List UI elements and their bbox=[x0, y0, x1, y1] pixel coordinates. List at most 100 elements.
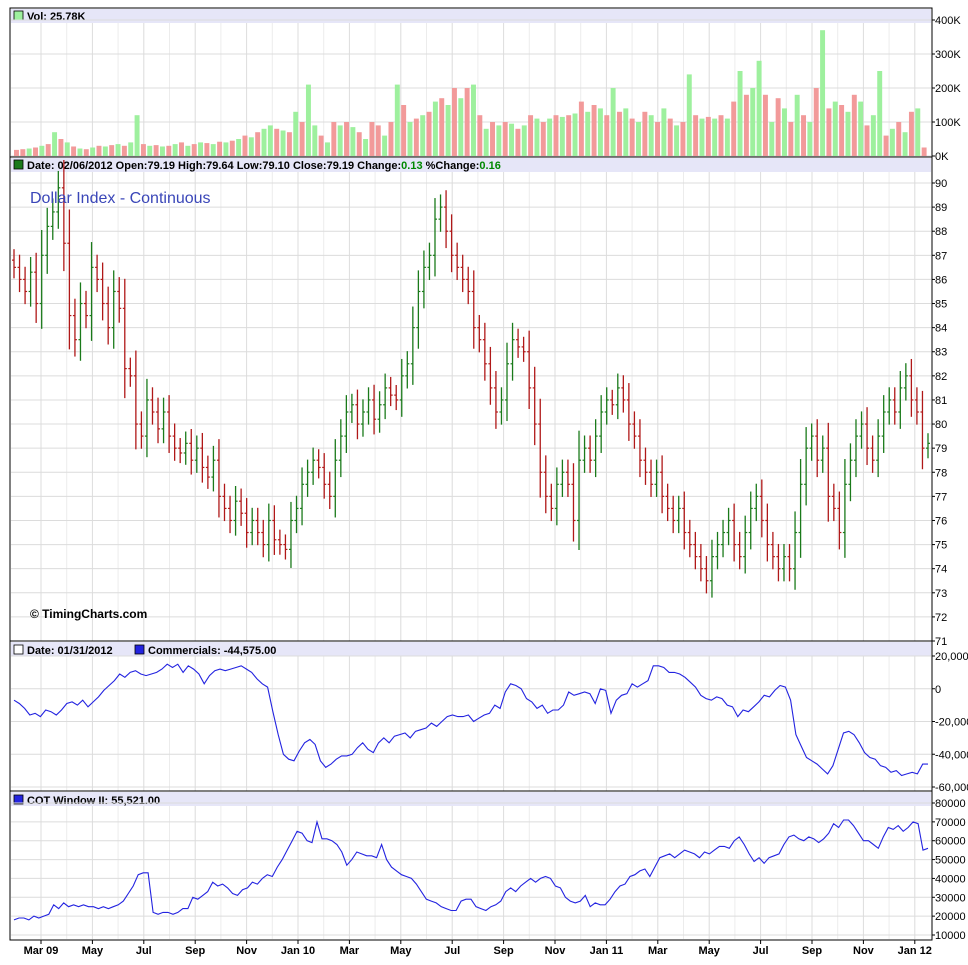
price-ohlc-bar bbox=[360, 399, 365, 437]
price-ohlc-bar bbox=[477, 314, 482, 353]
price-ohlc-bar bbox=[205, 455, 210, 489]
y-tick-label: 76 bbox=[935, 515, 947, 527]
volume-bar bbox=[382, 135, 388, 156]
volume-bar bbox=[737, 71, 743, 156]
price-ohlc-bar bbox=[89, 242, 94, 341]
y-tick-label: 86 bbox=[935, 274, 947, 286]
price-ohlc-bar bbox=[571, 463, 576, 542]
volume-bar bbox=[591, 105, 597, 156]
volume-bar bbox=[636, 122, 641, 156]
price-ohlc-bar bbox=[12, 249, 16, 279]
volume-bar bbox=[420, 115, 426, 156]
price-ohlc-bar bbox=[898, 371, 903, 429]
price-ohlc-bar bbox=[438, 194, 443, 232]
price-header-bar bbox=[11, 158, 931, 172]
price-ohlc-bar bbox=[255, 507, 260, 546]
volume-panel: Vol: 25.78K 0K 100K 200K 300K 400K bbox=[9, 7, 961, 163]
price-ohlc-bar bbox=[804, 427, 809, 506]
volume-bar bbox=[45, 144, 51, 156]
volume-bars bbox=[14, 30, 927, 157]
price-header-change: 0.13 bbox=[401, 160, 422, 172]
volume-bar bbox=[185, 145, 191, 156]
price-panel: Date: 02/06/2012 Open:79.19 High:79.64 L… bbox=[9, 156, 947, 648]
chart-title: Dollar Index - Continuous bbox=[30, 190, 211, 207]
volume-bar bbox=[96, 145, 102, 156]
price-ohlc-bar bbox=[161, 397, 166, 444]
y-tick-label: 77 bbox=[935, 491, 947, 503]
price-ohlc-bar bbox=[338, 419, 343, 478]
volume-bar bbox=[407, 122, 413, 156]
cot-y-ticks: 10000 20000 30000 40000 50000 60000 70000 80000 bbox=[932, 798, 966, 942]
volume-bar bbox=[477, 115, 483, 156]
price-ohlc-bar bbox=[743, 515, 748, 574]
price-ohlc-bar bbox=[909, 358, 914, 417]
price-ohlc-bar bbox=[305, 459, 310, 497]
volume-bar bbox=[724, 118, 730, 156]
volume-bar bbox=[610, 88, 616, 156]
commercials-line bbox=[13, 663, 928, 777]
price-ohlc-bar bbox=[798, 459, 803, 558]
price-ohlc-bar bbox=[831, 483, 836, 522]
volume-bar bbox=[604, 115, 610, 156]
cot-legend-swatch bbox=[13, 794, 24, 805]
cot-series-line bbox=[13, 819, 929, 921]
volume-header-bar bbox=[11, 9, 931, 23]
price-ohlc-bar bbox=[820, 435, 825, 473]
volume-bar bbox=[401, 105, 407, 156]
price-ohlc-bar bbox=[809, 423, 814, 461]
y-tick-label: 81 bbox=[935, 395, 947, 407]
volume-bar bbox=[509, 123, 515, 156]
volume-bar bbox=[318, 135, 324, 156]
x-tick-label: May bbox=[82, 945, 104, 957]
volume-bar bbox=[832, 101, 838, 156]
volume-bar bbox=[845, 111, 851, 156]
x-tick-label: Jan 10 bbox=[281, 945, 315, 957]
x-tick-label: May bbox=[390, 945, 412, 957]
volume-bar bbox=[877, 71, 883, 156]
price-ohlc-bar bbox=[903, 363, 908, 401]
volume-bar bbox=[26, 148, 32, 156]
price-ohlc-bar bbox=[527, 330, 532, 409]
cot-grid bbox=[11, 802, 931, 939]
price-ohlc-bar bbox=[421, 250, 426, 309]
commercials-panel: Date: 01/31/2012 Commercials: -44,575.00… bbox=[9, 640, 968, 794]
volume-bar bbox=[794, 94, 800, 156]
volume-bar bbox=[616, 111, 622, 156]
price-ohlc-bar bbox=[266, 503, 271, 562]
price-ohlc-bar bbox=[732, 503, 737, 562]
price-ohlc-bar bbox=[593, 419, 598, 478]
volume-bar bbox=[394, 84, 400, 156]
y-tick-label: 85 bbox=[935, 299, 947, 311]
price-ohlc-bar bbox=[322, 453, 327, 499]
volume-bar bbox=[820, 30, 826, 157]
volume-bar bbox=[515, 128, 521, 156]
volume-bar bbox=[826, 108, 832, 156]
y-tick-label: 20,000 bbox=[935, 651, 968, 663]
volume-bar bbox=[801, 115, 807, 156]
price-ohlc-bar bbox=[770, 531, 775, 570]
price-ohlc-bar bbox=[394, 385, 399, 411]
volume-bar bbox=[693, 115, 699, 156]
y-tick-label: 80 bbox=[935, 419, 947, 431]
volume-bar bbox=[623, 108, 629, 156]
volume-bar bbox=[388, 122, 394, 156]
price-ohlc-bar bbox=[865, 407, 870, 466]
volume-bar bbox=[426, 111, 432, 156]
volume-bar bbox=[236, 139, 242, 156]
price-ohlc-bar bbox=[377, 391, 382, 433]
price-ohlc-bar bbox=[216, 439, 221, 518]
y-tick-label: 71 bbox=[935, 636, 947, 648]
volume-bar bbox=[229, 140, 235, 156]
volume-bar bbox=[210, 144, 216, 156]
price-ohlc-bar bbox=[721, 519, 726, 558]
y-tick-label: 79 bbox=[935, 443, 947, 455]
volume-bar bbox=[915, 108, 921, 156]
price-ohlc-bar bbox=[853, 419, 858, 478]
volume-bar bbox=[889, 128, 895, 156]
volume-bar bbox=[578, 101, 584, 156]
price-ohlc-bar bbox=[471, 270, 476, 349]
volume-bar bbox=[413, 118, 419, 156]
price-ohlc-bar bbox=[704, 556, 709, 594]
price-ohlc-bar bbox=[172, 423, 177, 461]
price-ohlc-bar bbox=[277, 529, 282, 555]
